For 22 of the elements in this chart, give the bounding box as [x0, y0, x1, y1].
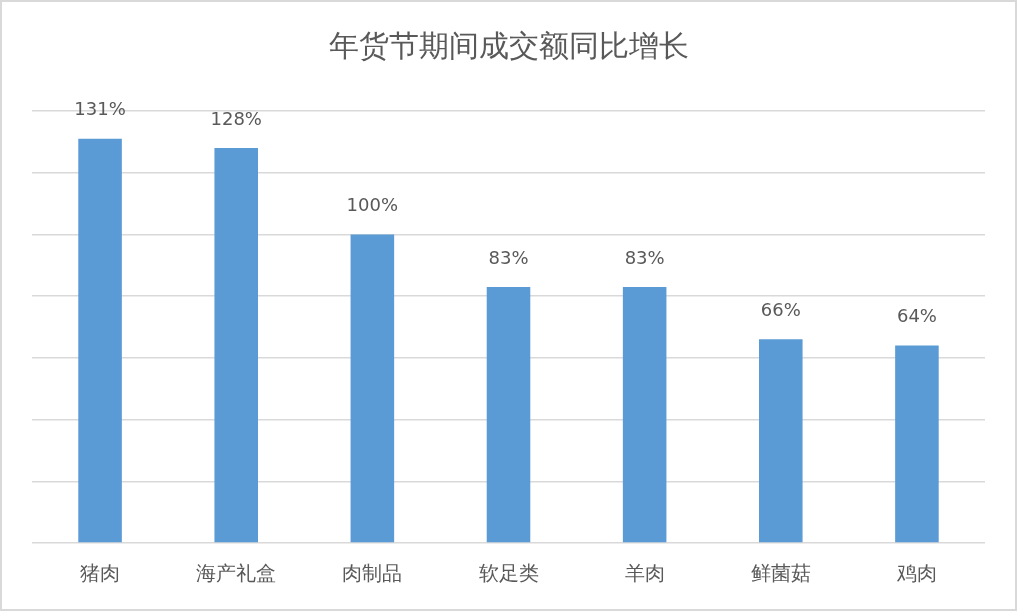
data-label: 64%: [896, 305, 937, 327]
x-tick-label: 鸡肉: [895, 561, 937, 586]
data-label: 131%: [74, 98, 126, 120]
chart-title: 年货节期间成交额同比增长: [328, 27, 689, 63]
data-label: 66%: [760, 299, 801, 321]
data-label: 100%: [346, 194, 399, 216]
bar: [486, 286, 531, 543]
x-tick-label: 猪肉: [80, 561, 121, 586]
x-tick-label: 鲜菌菇: [750, 561, 811, 586]
data-label: 83%: [624, 246, 665, 268]
bar: [895, 345, 939, 543]
bar: [622, 286, 667, 543]
bar: [78, 138, 122, 543]
bar: [350, 234, 395, 543]
data-label: 83%: [488, 246, 529, 268]
x-tick-label: 海产礼盒: [196, 561, 277, 586]
bar: [759, 339, 803, 543]
bar: [214, 148, 258, 543]
x-tick-label: 肉制品: [342, 561, 403, 586]
x-tick-label: 软足类: [478, 561, 539, 586]
x-tick-label: 羊肉: [624, 561, 665, 586]
data-label: 128%: [210, 107, 262, 129]
